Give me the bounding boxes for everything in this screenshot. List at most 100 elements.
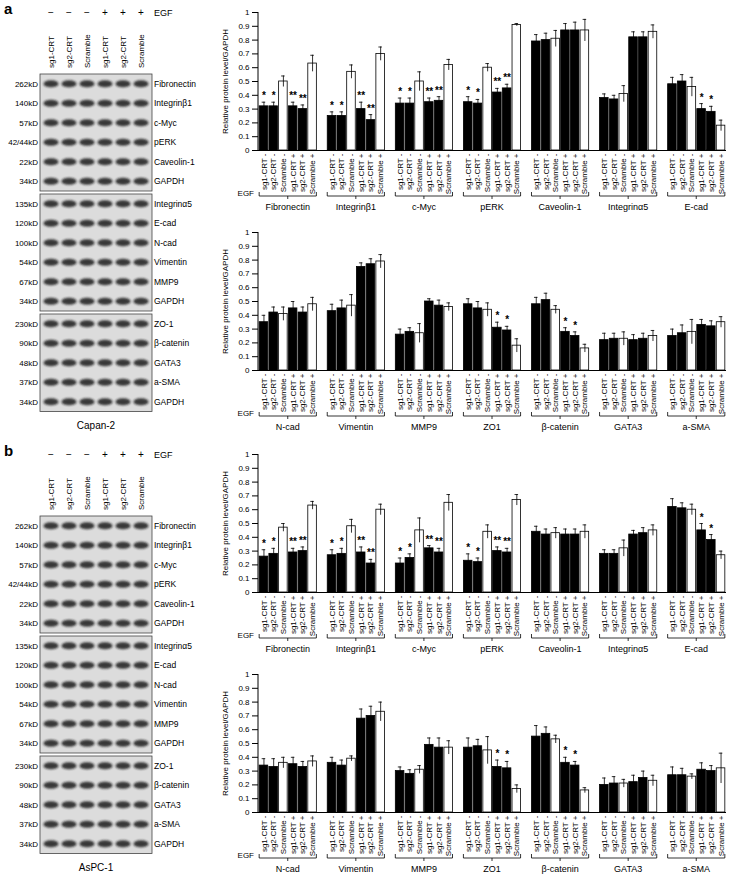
svg-text:0.3: 0.3 xyxy=(238,325,250,334)
svg-text:sg2-CRT +: sg2-CRT + xyxy=(639,815,648,854)
svg-text:sg2-CRT: sg2-CRT xyxy=(119,36,128,68)
svg-text:37kD: 37kD xyxy=(19,378,38,387)
svg-text:N-cad: N-cad xyxy=(154,238,177,248)
svg-text:*: * xyxy=(272,90,276,101)
svg-text:*: * xyxy=(505,314,509,325)
svg-text:Scramble -: Scramble - xyxy=(415,815,424,854)
svg-text:Scramble -: Scramble - xyxy=(415,595,424,634)
svg-text:sg1-CRT -: sg1-CRT - xyxy=(600,373,609,410)
svg-text:a-SMA: a-SMA xyxy=(682,422,710,432)
svg-text:*: * xyxy=(398,86,402,97)
svg-text:sg1-CRT +: sg1-CRT + xyxy=(493,153,502,192)
svg-text:sg1-CRT -: sg1-CRT - xyxy=(532,153,541,190)
svg-text:57kD: 57kD xyxy=(19,561,38,570)
svg-text:GATA3: GATA3 xyxy=(614,864,642,874)
svg-text:sg2-CRT -: sg2-CRT - xyxy=(542,815,551,852)
svg-text:0: 0 xyxy=(245,366,250,375)
svg-text:*: * xyxy=(262,538,266,549)
svg-text:Scramble -: Scramble - xyxy=(551,595,560,634)
svg-text:Scramble -: Scramble - xyxy=(415,373,424,412)
svg-text:0.4: 0.4 xyxy=(238,311,250,320)
svg-text:sg1-CRT -: sg1-CRT - xyxy=(668,373,677,410)
svg-text:Scramble -: Scramble - xyxy=(551,815,560,854)
svg-text:Integrinβ1: Integrinβ1 xyxy=(336,202,376,212)
svg-text:34kD: 34kD xyxy=(19,297,38,306)
svg-text:EGF: EGF xyxy=(238,851,255,860)
svg-text:Relative protein level/GAPDH: Relative protein level/GAPDH xyxy=(221,471,230,576)
svg-text:sg2-CRT -: sg2-CRT - xyxy=(269,373,278,410)
svg-text:E-cad: E-cad xyxy=(154,218,176,228)
svg-text:AsPC-1: AsPC-1 xyxy=(79,862,114,873)
svg-text:Scramble -: Scramble - xyxy=(279,373,288,412)
svg-text:90kD: 90kD xyxy=(19,781,38,790)
svg-text:**: ** xyxy=(425,86,433,97)
svg-text:sg2-CRT +: sg2-CRT + xyxy=(503,153,512,192)
svg-text:sg2-CRT +: sg2-CRT + xyxy=(639,595,648,634)
svg-text:−: − xyxy=(66,7,72,18)
svg-text:**: ** xyxy=(289,536,297,547)
svg-text:34kD: 34kD xyxy=(19,619,38,628)
svg-text:**: ** xyxy=(435,85,443,96)
svg-text:sg1-CRT +: sg1-CRT + xyxy=(425,153,434,192)
svg-text:sg1-CRT -: sg1-CRT - xyxy=(396,815,405,852)
svg-text:sg2-CRT -: sg2-CRT - xyxy=(542,153,551,190)
svg-text:**: ** xyxy=(357,90,365,101)
svg-text:Vimentin: Vimentin xyxy=(154,257,187,267)
svg-text:Scramble -: Scramble - xyxy=(279,153,288,192)
svg-text:Scramble: Scramble xyxy=(137,34,146,68)
svg-text:sg2-CRT -: sg2-CRT - xyxy=(542,595,551,632)
svg-text:*: * xyxy=(330,538,334,549)
svg-text:0.6: 0.6 xyxy=(238,63,250,72)
svg-text:sg1-CRT +: sg1-CRT + xyxy=(697,595,706,634)
svg-text:Scramble +: Scramble + xyxy=(717,153,726,194)
svg-text:*: * xyxy=(262,90,266,101)
svg-text:Scramble +: Scramble + xyxy=(308,595,317,636)
svg-text:−: − xyxy=(84,7,90,18)
svg-text:sg2-CRT -: sg2-CRT - xyxy=(269,595,278,632)
svg-text:*: * xyxy=(466,85,470,96)
svg-text:sg2-CRT: sg2-CRT xyxy=(65,36,74,68)
svg-text:*: * xyxy=(573,320,577,331)
svg-text:0.4: 0.4 xyxy=(238,533,250,542)
svg-text:E-cad: E-cad xyxy=(684,202,708,212)
svg-text:*: * xyxy=(573,749,577,760)
svg-text:Scramble: Scramble xyxy=(137,476,146,510)
svg-text:sg1-CRT -: sg1-CRT - xyxy=(260,373,269,410)
svg-text:*: * xyxy=(700,512,704,523)
svg-text:sg1-CRT -: sg1-CRT - xyxy=(600,595,609,632)
svg-text:48kD: 48kD xyxy=(19,801,38,810)
svg-text:sg1-CRT -: sg1-CRT - xyxy=(464,595,473,632)
svg-text:sg2-CRT -: sg2-CRT - xyxy=(405,153,414,190)
svg-text:sg2-CRT -: sg2-CRT - xyxy=(269,153,278,190)
svg-text:*: * xyxy=(330,100,334,111)
svg-text:sg1-CRT -: sg1-CRT - xyxy=(396,373,405,410)
svg-text:sg1-CRT -: sg1-CRT - xyxy=(464,815,473,852)
svg-text:Scramble +: Scramble + xyxy=(649,153,658,194)
svg-text:sg2-CRT +: sg2-CRT + xyxy=(707,153,716,192)
svg-text:sg2-CRT +: sg2-CRT + xyxy=(366,815,375,854)
svg-text:ZO-1: ZO-1 xyxy=(154,319,174,329)
svg-text:1: 1 xyxy=(245,670,250,679)
svg-text:Scramble +: Scramble + xyxy=(376,373,385,414)
svg-text:−: − xyxy=(48,449,54,460)
svg-text:230kD: 230kD xyxy=(15,320,38,329)
svg-text:1: 1 xyxy=(245,228,250,237)
svg-text:*: * xyxy=(272,536,276,547)
svg-text:Integrinα5: Integrinα5 xyxy=(608,202,648,212)
svg-text:sg2-CRT -: sg2-CRT - xyxy=(473,153,482,190)
svg-text:−: − xyxy=(66,449,72,460)
svg-text:sg2-CRT -: sg2-CRT - xyxy=(473,595,482,632)
svg-text:sg1-CRT: sg1-CRT xyxy=(47,478,56,510)
svg-text:sg2-CRT +: sg2-CRT + xyxy=(707,815,716,854)
svg-text:Scramble +: Scramble + xyxy=(376,153,385,194)
svg-text:Fibronectin: Fibronectin xyxy=(154,521,196,531)
svg-text:0.5: 0.5 xyxy=(238,519,250,528)
svg-text:0.8: 0.8 xyxy=(238,256,250,265)
svg-text:Scramble +: Scramble + xyxy=(444,153,453,194)
svg-text:sg2-CRT +: sg2-CRT + xyxy=(366,373,375,412)
svg-text:Scramble -: Scramble - xyxy=(483,815,492,854)
svg-text:sg1-CRT +: sg1-CRT + xyxy=(561,815,570,854)
svg-text:sg1-CRT +: sg1-CRT + xyxy=(289,595,298,634)
svg-text:0.2: 0.2 xyxy=(238,118,250,127)
svg-text:sg2-CRT -: sg2-CRT - xyxy=(337,595,346,632)
